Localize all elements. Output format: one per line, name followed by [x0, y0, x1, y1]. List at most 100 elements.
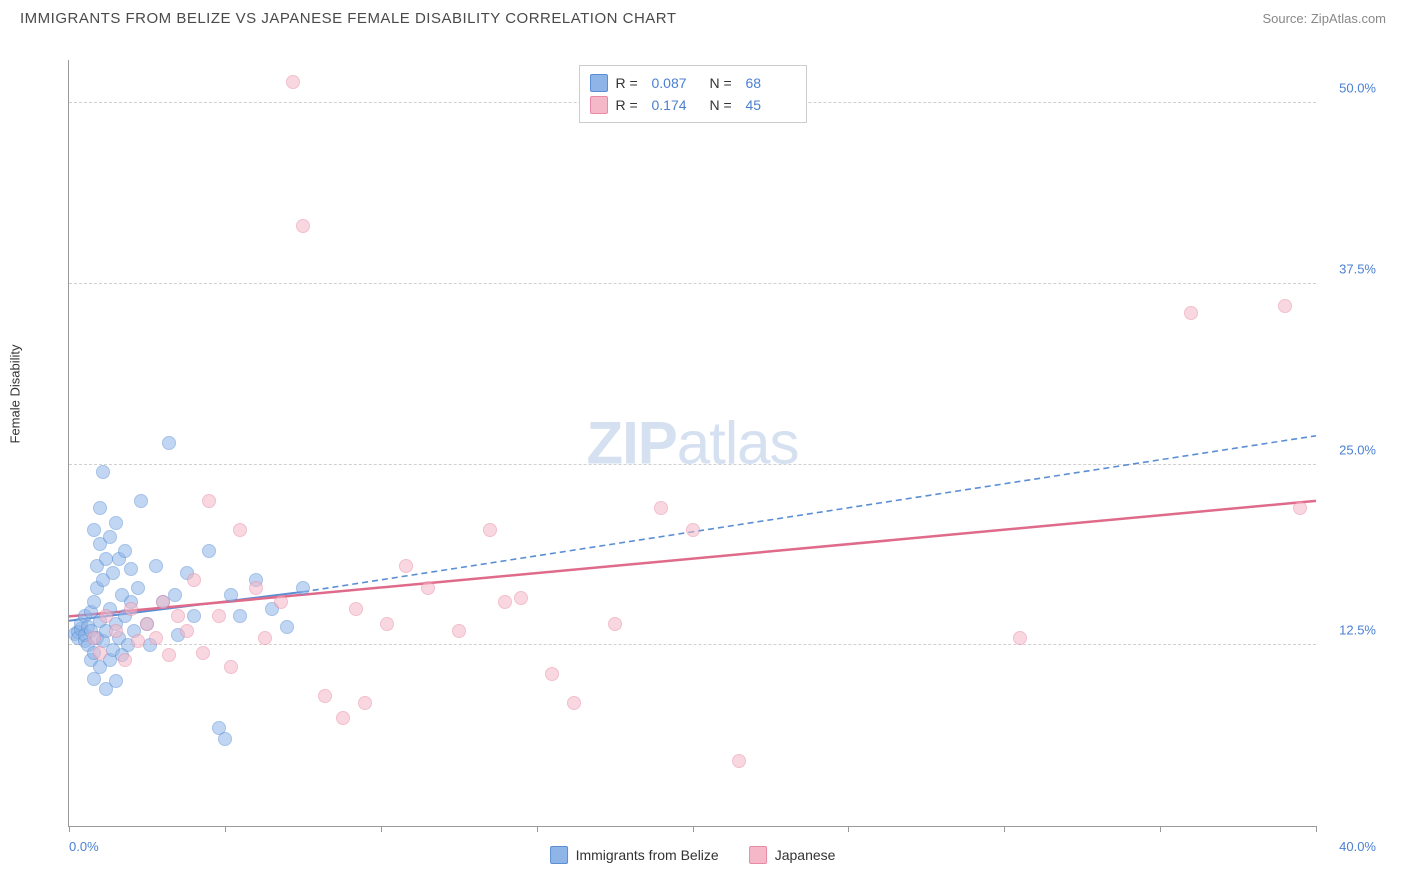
data-point — [274, 595, 288, 609]
data-point — [99, 609, 113, 623]
trend-lines — [69, 60, 1316, 826]
y-tick-label: 12.5% — [1321, 623, 1376, 638]
y-tick-label: 50.0% — [1321, 81, 1376, 96]
data-point — [249, 581, 263, 595]
data-point — [258, 631, 272, 645]
data-point — [567, 696, 581, 710]
data-point — [1013, 631, 1027, 645]
r-label: R = — [616, 75, 644, 91]
data-point — [87, 523, 101, 537]
data-point — [218, 732, 232, 746]
data-point — [171, 609, 185, 623]
x-tick — [69, 826, 70, 832]
data-point — [233, 523, 247, 537]
data-point — [96, 465, 110, 479]
data-point — [452, 624, 466, 638]
data-point — [224, 588, 238, 602]
data-point — [280, 620, 294, 634]
data-point — [380, 617, 394, 631]
data-point — [162, 648, 176, 662]
data-point — [1278, 299, 1292, 313]
data-point — [545, 667, 559, 681]
data-point — [202, 544, 216, 558]
x-tick — [1004, 826, 1005, 832]
data-point — [187, 573, 201, 587]
x-tick — [1160, 826, 1161, 832]
x-tick-label: 40.0% — [1339, 839, 1376, 854]
r-value: 0.087 — [652, 75, 702, 91]
y-axis-label: Female Disability — [8, 345, 23, 444]
chart-container: Female Disability ZIPatlas 12.5%25.0%37.… — [20, 40, 1386, 872]
data-point — [162, 436, 176, 450]
data-point — [140, 617, 154, 631]
data-point — [514, 591, 528, 605]
data-point — [196, 646, 210, 660]
legend-row: R =0.174N =45 — [590, 94, 796, 116]
data-point — [87, 595, 101, 609]
data-point — [131, 581, 145, 595]
data-point — [118, 544, 132, 558]
n-label: N = — [710, 97, 738, 113]
data-point — [149, 631, 163, 645]
data-point — [131, 634, 145, 648]
x-tick — [225, 826, 226, 832]
data-point — [156, 595, 170, 609]
data-point — [103, 530, 117, 544]
legend-label: Japanese — [775, 847, 836, 863]
legend-label: Immigrants from Belize — [576, 847, 719, 863]
data-point — [349, 602, 363, 616]
series-legend: Immigrants from Belize Japanese — [550, 846, 836, 864]
legend-swatch — [749, 846, 767, 864]
data-point — [212, 609, 226, 623]
gridline — [69, 644, 1316, 645]
plot-area: ZIPatlas 12.5%25.0%37.5%50.0%0.0%40.0%R … — [68, 60, 1316, 827]
data-point — [1184, 306, 1198, 320]
data-point — [187, 609, 201, 623]
watermark: ZIPatlas — [586, 409, 798, 478]
data-point — [109, 516, 123, 530]
x-tick-label: 0.0% — [69, 839, 99, 854]
n-value: 68 — [746, 75, 796, 91]
correlation-legend: R =0.087N =68R =0.174N =45 — [579, 65, 807, 123]
x-tick — [381, 826, 382, 832]
data-point — [109, 624, 123, 638]
r-value: 0.174 — [652, 97, 702, 113]
data-point — [483, 523, 497, 537]
x-tick — [848, 826, 849, 832]
data-point — [168, 588, 182, 602]
gridline — [69, 464, 1316, 465]
data-point — [498, 595, 512, 609]
data-point — [686, 523, 700, 537]
data-point — [296, 219, 310, 233]
data-point — [336, 711, 350, 725]
n-label: N = — [710, 75, 738, 91]
data-point — [109, 674, 123, 688]
x-tick — [693, 826, 694, 832]
data-point — [421, 581, 435, 595]
x-tick — [1316, 826, 1317, 832]
legend-swatch — [590, 96, 608, 114]
data-point — [654, 501, 668, 515]
data-point — [224, 660, 238, 674]
data-point — [732, 754, 746, 768]
r-label: R = — [616, 97, 644, 113]
y-tick-label: 25.0% — [1321, 442, 1376, 457]
legend-swatch — [590, 74, 608, 92]
x-tick — [537, 826, 538, 832]
chart-title: IMMIGRANTS FROM BELIZE VS JAPANESE FEMAL… — [20, 10, 677, 27]
data-point — [124, 562, 138, 576]
data-point — [608, 617, 622, 631]
data-point — [180, 624, 194, 638]
chart-source: Source: ZipAtlas.com — [1262, 11, 1386, 26]
data-point — [399, 559, 413, 573]
data-point — [149, 559, 163, 573]
data-point — [233, 609, 247, 623]
data-point — [1293, 501, 1307, 515]
legend-row: R = 0.087 N = 68 — [590, 72, 796, 94]
data-point — [93, 501, 107, 515]
data-point — [202, 494, 216, 508]
data-point — [124, 602, 138, 616]
legend-item: Japanese — [749, 846, 836, 864]
chart-header: IMMIGRANTS FROM BELIZE VS JAPANESE FEMAL… — [0, 0, 1406, 35]
data-point — [118, 653, 132, 667]
